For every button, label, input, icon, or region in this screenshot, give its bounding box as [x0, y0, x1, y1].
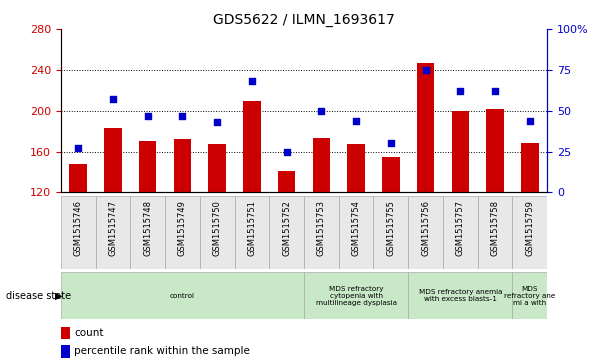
FancyBboxPatch shape [513, 272, 547, 319]
Point [490, 88, 500, 94]
Text: GSM1515746: GSM1515746 [74, 200, 83, 256]
Point [212, 119, 222, 125]
FancyBboxPatch shape [443, 196, 478, 269]
Point [247, 78, 257, 84]
FancyBboxPatch shape [408, 272, 513, 319]
Bar [521, 143, 539, 192]
FancyBboxPatch shape [61, 272, 304, 319]
Text: MDS
refractory ane
mi a with: MDS refractory ane mi a with [504, 286, 556, 306]
FancyBboxPatch shape [235, 196, 269, 269]
FancyBboxPatch shape [130, 196, 165, 269]
Point [455, 88, 465, 94]
FancyBboxPatch shape [478, 196, 513, 269]
Point [178, 113, 187, 118]
Bar [347, 144, 365, 192]
Text: ▶: ▶ [55, 291, 62, 301]
Text: MDS refractory
cytopenia with
multilineage dysplasia: MDS refractory cytopenia with multilinea… [316, 286, 396, 306]
FancyBboxPatch shape [304, 196, 339, 269]
Bar [313, 138, 330, 192]
Text: GSM1515747: GSM1515747 [108, 200, 117, 256]
Text: GSM1515757: GSM1515757 [456, 200, 465, 256]
Text: MDS refractory anemia
with excess blasts-1: MDS refractory anemia with excess blasts… [418, 289, 502, 302]
Text: control: control [170, 293, 195, 299]
Bar [209, 144, 226, 192]
Bar [243, 101, 261, 192]
FancyBboxPatch shape [339, 196, 373, 269]
FancyBboxPatch shape [61, 196, 95, 269]
Text: GSM1515754: GSM1515754 [351, 200, 361, 256]
Point [421, 67, 430, 73]
Bar [417, 63, 434, 192]
Text: count: count [74, 328, 103, 338]
Text: GSM1515753: GSM1515753 [317, 200, 326, 256]
Bar [486, 109, 504, 192]
Bar [139, 141, 156, 192]
FancyBboxPatch shape [200, 196, 235, 269]
Bar [61, 327, 69, 339]
Bar [61, 345, 69, 358]
Bar [174, 139, 191, 192]
Bar [452, 111, 469, 192]
Text: GSM1515749: GSM1515749 [178, 200, 187, 256]
Point [351, 118, 361, 123]
Point [143, 113, 153, 118]
Text: GSM1515755: GSM1515755 [386, 200, 395, 256]
Text: GSM1515750: GSM1515750 [213, 200, 222, 256]
Bar [104, 128, 122, 192]
Text: GSM1515752: GSM1515752 [282, 200, 291, 256]
Bar [69, 164, 87, 192]
Text: disease state: disease state [6, 291, 71, 301]
FancyBboxPatch shape [304, 272, 408, 319]
Text: percentile rank within the sample: percentile rank within the sample [74, 346, 250, 356]
FancyBboxPatch shape [269, 196, 304, 269]
Point [74, 145, 83, 151]
Bar [382, 157, 399, 192]
Text: GSM1515756: GSM1515756 [421, 200, 430, 256]
FancyBboxPatch shape [95, 196, 130, 269]
Point [282, 149, 291, 155]
FancyBboxPatch shape [513, 196, 547, 269]
FancyBboxPatch shape [408, 196, 443, 269]
Point [525, 118, 534, 123]
Point [386, 140, 396, 146]
Text: GSM1515759: GSM1515759 [525, 200, 534, 256]
FancyBboxPatch shape [373, 196, 408, 269]
FancyBboxPatch shape [165, 196, 200, 269]
Text: GSM1515748: GSM1515748 [143, 200, 152, 256]
Point [317, 108, 326, 114]
Title: GDS5622 / ILMN_1693617: GDS5622 / ILMN_1693617 [213, 13, 395, 26]
Text: GSM1515751: GSM1515751 [247, 200, 257, 256]
Bar [278, 171, 295, 192]
Text: GSM1515758: GSM1515758 [491, 200, 500, 256]
Point [108, 96, 118, 102]
